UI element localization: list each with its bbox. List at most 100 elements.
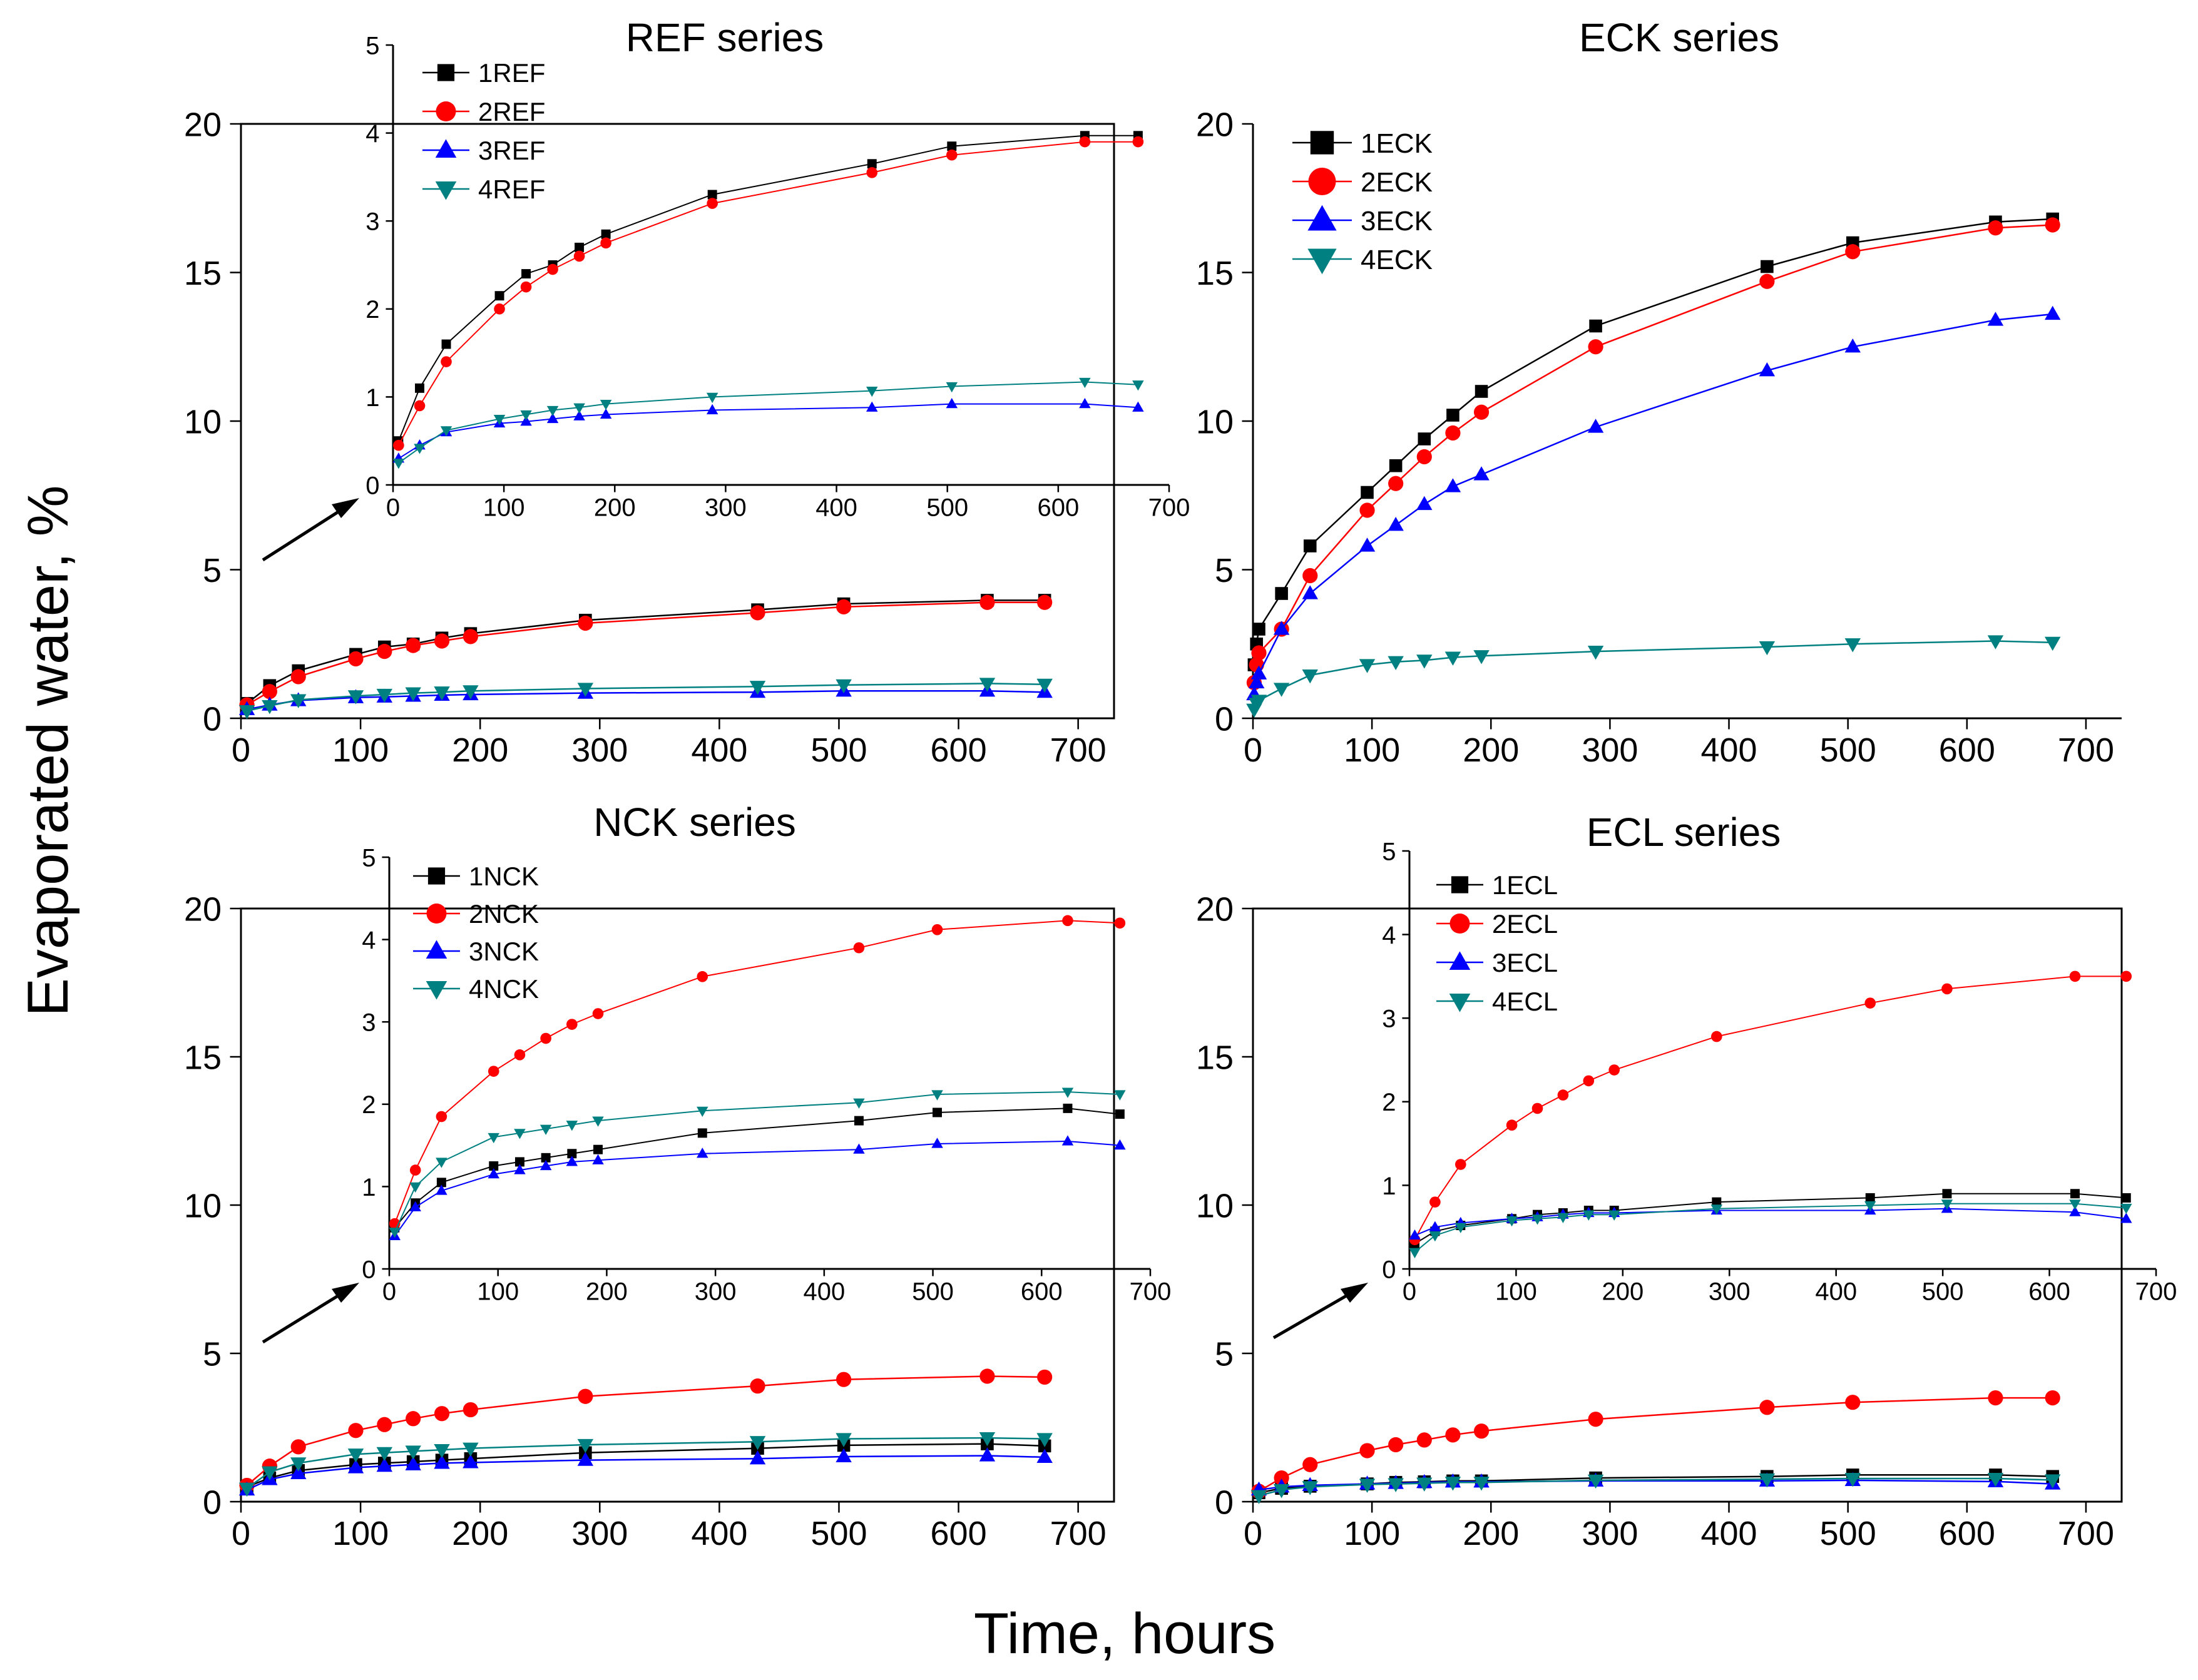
legend-marker [1308,168,1336,195]
data-point [1454,1223,1467,1233]
series-2ECK [1246,217,2060,691]
data-point [1037,1369,1053,1385]
series-line [1253,224,2053,683]
panel-ref: REF series 0 100 200 300 400 500 600 7000510152… [184,15,1190,769]
x-tick-label: 200 [586,1278,628,1306]
data-point [376,1447,393,1462]
data-point [575,242,585,252]
legend: 1REF 2REF 3REF 4REF [422,58,545,204]
series-line [246,601,1045,706]
data-point [489,1161,499,1171]
data-point [539,1124,552,1135]
x-tick-label: 600 [931,1515,987,1552]
legend-marker [1307,248,1337,275]
data-point [2120,1213,2132,1223]
legend-label: 1ECK [1361,128,1433,159]
y-tick-label: 2 [365,296,379,323]
x-tick-label: 300 [1582,1515,1638,1552]
y-tick-label: 2 [1382,1089,1396,1116]
data-point [2069,970,2081,982]
series-line [247,690,1045,711]
series-line [394,1091,1120,1233]
data-point [1473,650,1490,664]
data-point [488,1168,500,1179]
x-tick-label: 200 [452,1515,508,1552]
x-tick-label: 700 [1148,494,1190,522]
data-point [1446,409,1459,422]
data-point [836,599,852,614]
data-point [1759,641,1776,656]
x-tick-label: 0 [386,494,400,522]
data-point [600,400,612,410]
series-line [1253,218,2053,665]
x-tick-label: 600 [1037,494,1079,522]
series-1ECK [1247,212,2060,671]
data-point [593,1144,603,1154]
x-tick-label: 400 [1815,1278,1857,1306]
y-tick-label: 15 [1196,255,1234,292]
data-point [1389,459,1403,472]
data-point [1388,516,1404,531]
data-point [1429,1196,1441,1208]
x-tick-label: 500 [810,731,867,769]
data-point [577,1438,594,1453]
data-point [376,1457,393,1472]
y-tick-label: 0 [1382,1256,1396,1283]
data-point [1429,1231,1441,1242]
y-tick-label: 5 [203,552,222,589]
data-point [1250,665,1267,680]
data-point [1114,917,1126,929]
legend-label: 4NCK [469,974,539,1004]
data-point [1557,1213,1569,1223]
series-2REF [239,594,1053,713]
series-4REF [238,678,1053,720]
data-point [601,229,611,239]
data-point [1845,244,1861,260]
data-point [2069,1206,2081,1216]
data-point [697,971,708,982]
series-line [398,403,1138,459]
data-point [463,629,479,644]
data-point [436,1178,446,1188]
data-point [1359,659,1376,673]
data-point [290,1439,306,1455]
series-2ECL [1251,1390,2060,1499]
data-point [2070,1189,2080,1199]
legend-label: 2NCK [469,899,539,929]
legend: 1ECK 2ECK 3ECK 4ECK [1292,128,1433,275]
data-point [749,681,766,695]
data-point [1587,646,1604,660]
zoom-arrow [1272,1283,1368,1340]
data-point [1864,1201,1876,1212]
legend-marker [1449,994,1471,1012]
y-tick-label: 0 [203,1484,222,1521]
data-point [1987,635,2004,649]
y-tick-label: 1 [365,384,379,412]
data-point [290,669,306,685]
data-point [853,942,865,954]
legend-marker [435,181,457,200]
data-point [573,410,585,420]
x-tick-label: 400 [815,494,857,522]
data-point [1759,362,1776,377]
panel-title: NCK series [593,800,796,845]
legend-label: 1ECL [1492,870,1558,900]
series-4NCK [389,1087,1126,1238]
data-point [1037,594,1053,610]
data-point [1361,486,1374,499]
x-tick-label: 100 [1495,1278,1537,1306]
plot-ecl-inset: 0 100 200 300 400 500 600 700 0 1 2 3 4 5 1ECL 2ECL 3ECL… [1382,838,2177,1305]
x-tick-label: 400 [1700,731,1757,769]
data-point [546,412,559,424]
x-tick-label: 700 [1050,731,1107,769]
x-tick-label: 400 [691,731,747,769]
data-point [494,291,504,301]
data-point [979,594,995,610]
y-tick-label: 4 [362,927,376,954]
data-point [577,683,594,697]
data-point [1589,319,1602,333]
x-tick-label: 500 [1922,1278,1964,1306]
data-point [1711,1031,1722,1042]
panel-eck: ECK series 0 100 200 300 400 500 600 700 0 5 10 15 2… [1196,15,2122,769]
data-point [521,269,531,279]
